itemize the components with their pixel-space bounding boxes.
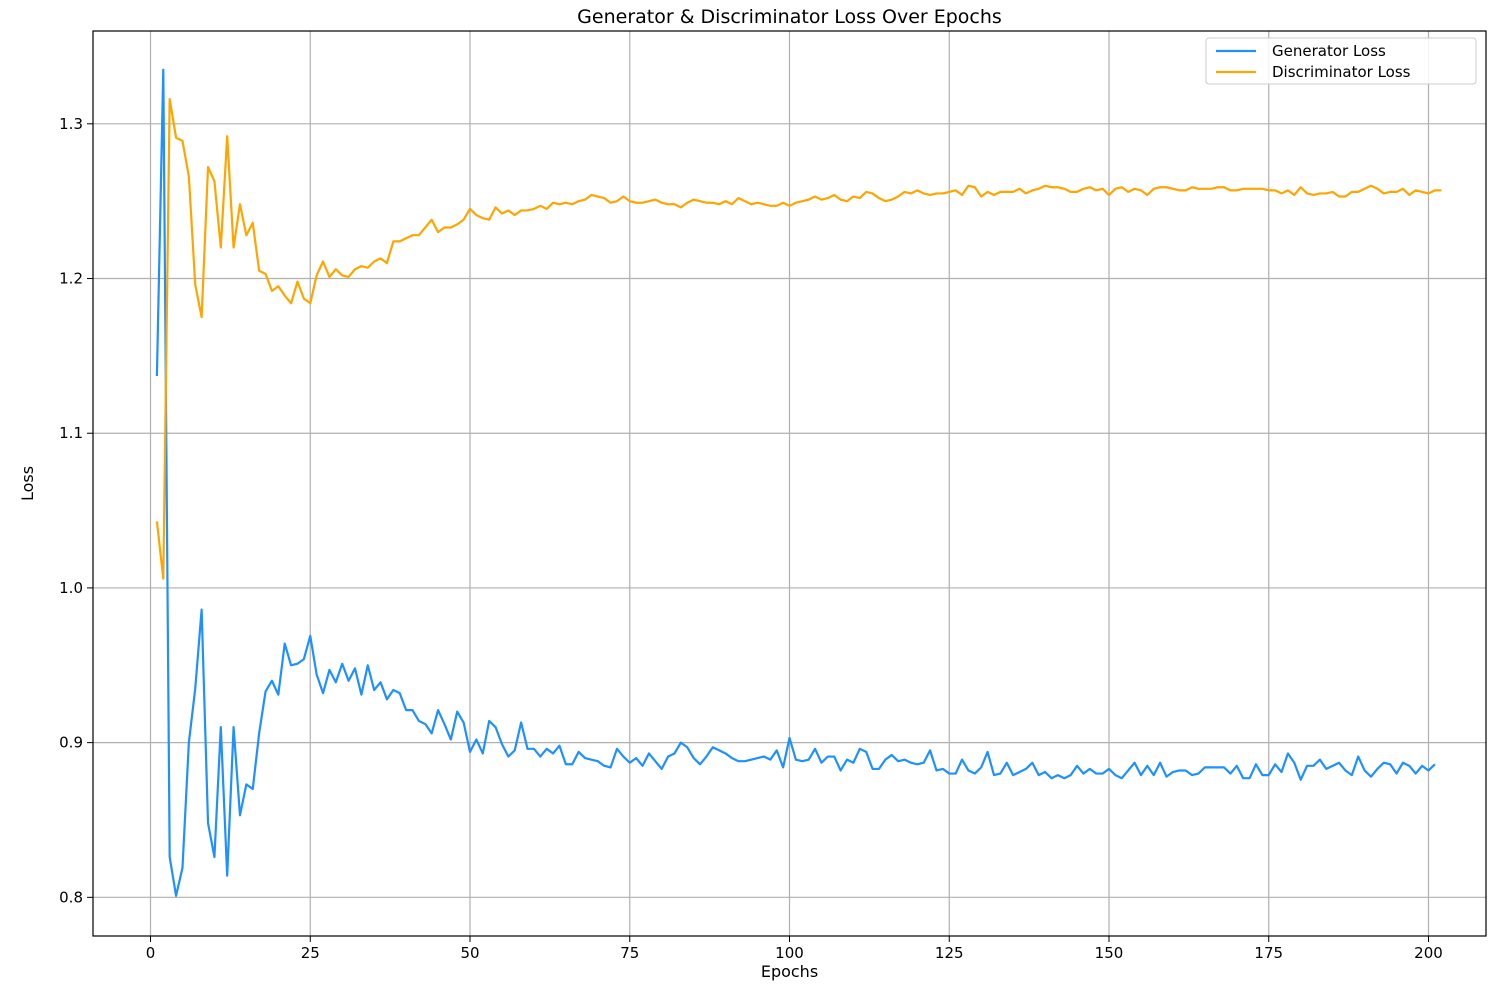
series-line-generator-loss	[155, 68, 1436, 897]
y-tick-label: 1.0	[59, 579, 83, 597]
x-tick-label: 50	[460, 944, 479, 962]
series-lines	[155, 68, 1442, 897]
legend: Generator Loss Discriminator Loss	[1205, 37, 1477, 85]
x-tick-label: 150	[1095, 944, 1124, 962]
grid	[93, 31, 1486, 936]
x-axis-ticks: 0 25 50 75 100 125 150 175 200	[146, 936, 1443, 962]
series-line-discriminator-loss	[155, 97, 1442, 580]
y-tick-label: 1.3	[59, 115, 83, 133]
y-axis-ticks: 0.8 0.9 1.0 1.1 1.2 1.3	[59, 115, 93, 906]
x-tick-label: 25	[301, 944, 320, 962]
y-tick-label: 1.2	[59, 270, 83, 288]
x-tick-label: 75	[620, 944, 639, 962]
y-tick-label: 1.1	[59, 424, 83, 442]
y-tick-label: 0.9	[59, 734, 83, 752]
x-axis-title: Epochs	[761, 962, 818, 981]
legend-label-generator-loss: Generator Loss	[1272, 42, 1386, 60]
x-tick-label: 125	[935, 944, 964, 962]
x-tick-label: 175	[1254, 944, 1283, 962]
x-tick-label: 100	[775, 944, 804, 962]
y-axis-title: Loss	[18, 466, 37, 501]
legend-box	[1205, 37, 1477, 85]
x-tick-label: 200	[1414, 944, 1443, 962]
x-tick-label: 0	[146, 944, 156, 962]
legend-items: Generator Loss Discriminator Loss	[1216, 42, 1411, 81]
legend-label-discriminator-loss: Discriminator Loss	[1272, 63, 1411, 81]
chart-title: Generator & Discriminator Loss Over Epoc…	[577, 6, 1002, 28]
y-tick-label: 0.8	[59, 888, 83, 906]
